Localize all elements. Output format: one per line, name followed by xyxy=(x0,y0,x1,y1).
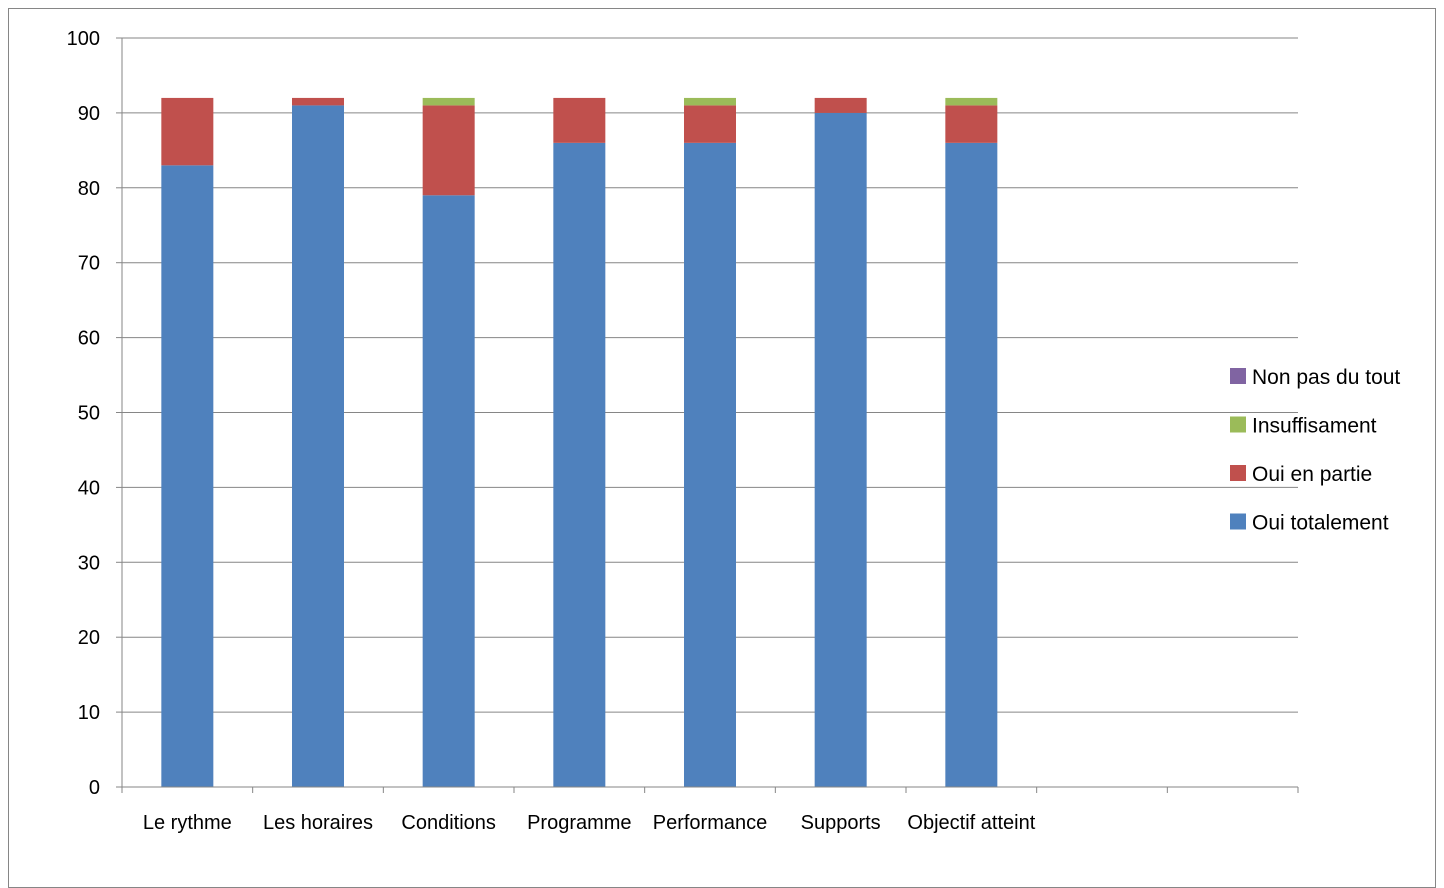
bar-segment xyxy=(422,105,475,196)
x-tick-label: Les horaires xyxy=(263,812,373,834)
x-tick-label: Conditions xyxy=(401,812,496,834)
legend-swatch xyxy=(1230,416,1246,433)
legend-entry: Insuffisament xyxy=(1252,415,1377,438)
y-tick-label: 40 xyxy=(78,477,100,499)
y-tick-label: 10 xyxy=(78,702,100,724)
bar-segment xyxy=(684,97,736,106)
bar-segment xyxy=(684,105,736,143)
bar-segment xyxy=(553,97,606,143)
legend-swatch xyxy=(1230,513,1246,530)
legend-swatch xyxy=(1230,465,1246,481)
y-tick-label: 100 xyxy=(67,28,100,50)
y-tick-label: 90 xyxy=(78,103,100,125)
y-tick-label: 60 xyxy=(78,328,100,350)
y-tick-label: 50 xyxy=(78,403,100,425)
bar-segment xyxy=(292,97,344,106)
bar-segment xyxy=(814,97,867,113)
bar-segment xyxy=(814,112,867,787)
bar-segment xyxy=(422,97,475,106)
y-tick-label: 30 xyxy=(78,552,100,574)
y-tick-label: 0 xyxy=(89,777,100,799)
legend-entry: Oui en partie xyxy=(1252,463,1372,486)
x-tick-label: Le rythme xyxy=(143,812,232,834)
bar-segment xyxy=(945,105,998,143)
x-tick-label: Programme xyxy=(527,812,631,834)
x-tick-label: Performance xyxy=(653,812,768,834)
y-tick-label: 20 xyxy=(78,627,100,649)
legend-entry: Non pas du tout xyxy=(1252,366,1400,389)
bar-segment xyxy=(945,97,998,106)
bar-segment xyxy=(684,142,736,788)
x-tick-label: Objectif atteint xyxy=(907,812,1035,834)
bar-segment xyxy=(422,195,475,788)
legend-entry: Oui totalement xyxy=(1252,512,1389,535)
x-tick-label: Supports xyxy=(801,812,881,834)
bar-segment xyxy=(945,142,998,788)
bar-segment xyxy=(161,97,214,166)
bar-segment xyxy=(292,105,344,787)
y-tick-label: 70 xyxy=(78,253,100,275)
bar-segment xyxy=(161,165,214,787)
legend-swatch xyxy=(1230,368,1246,384)
bar-segment xyxy=(553,142,606,788)
y-tick-label: 80 xyxy=(78,178,100,200)
